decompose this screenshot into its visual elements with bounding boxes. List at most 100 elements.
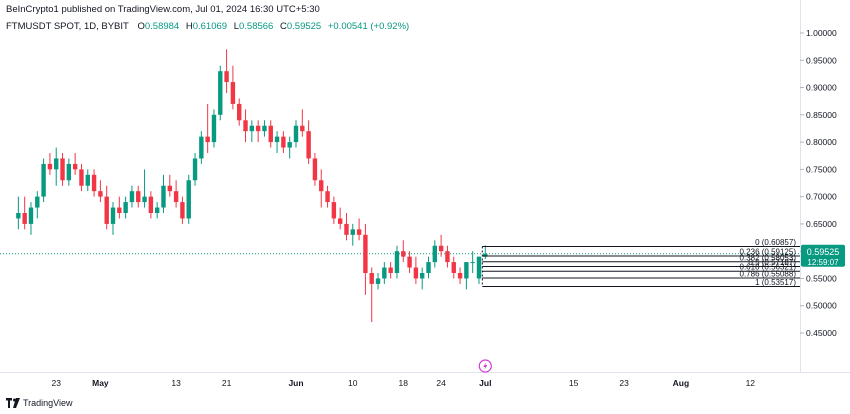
candle-body[interactable] — [161, 185, 166, 208]
candle-body[interactable] — [173, 191, 179, 203]
close-label: C — [279, 21, 287, 32]
candle-body[interactable] — [91, 174, 97, 192]
candle-body[interactable] — [337, 218, 343, 224]
candle-body[interactable] — [382, 267, 387, 279]
candle-body[interactable] — [142, 196, 147, 203]
high-label: H — [185, 21, 193, 32]
candle-body[interactable] — [230, 82, 236, 104]
candle-body[interactable] — [22, 213, 27, 224]
candle-body[interactable] — [438, 245, 444, 252]
candle-body[interactable] — [420, 273, 425, 279]
time-tick-label: Jul — [479, 378, 491, 388]
candle-body[interactable] — [192, 158, 198, 181]
symbol-label[interactable]: FTMUSDT SPOT, 1D, BYBIT — [6, 21, 129, 32]
time-tick-label: 13 — [171, 378, 181, 388]
candle-body[interactable] — [154, 207, 160, 213]
candle-body[interactable] — [28, 207, 34, 224]
candle-body[interactable] — [312, 158, 318, 181]
candle-body[interactable] — [47, 163, 53, 170]
time-tick-label: 24 — [436, 378, 446, 388]
candle-body[interactable] — [457, 273, 463, 279]
candle-body[interactable] — [287, 142, 292, 148]
candle-body[interactable] — [350, 229, 355, 235]
candle-body[interactable] — [224, 71, 229, 83]
candle-body[interactable] — [262, 125, 267, 132]
candle-body[interactable] — [401, 251, 406, 257]
candle-body[interactable] — [98, 191, 103, 197]
candle-body[interactable] — [331, 202, 337, 219]
candle-body[interactable] — [117, 207, 122, 213]
candle-body[interactable] — [211, 114, 217, 143]
candle-body[interactable] — [375, 278, 381, 284]
footer: TradingView — [6, 398, 73, 408]
candle-body[interactable] — [426, 262, 431, 273]
candle-body[interactable] — [54, 158, 59, 170]
high-value: 0.61069 — [192, 21, 228, 32]
time-tick-label: May — [92, 378, 109, 388]
time-tick-label: 23 — [619, 378, 629, 388]
time-tick-label: Aug — [673, 378, 690, 388]
candle-body[interactable] — [16, 213, 21, 219]
candle-body[interactable] — [470, 262, 475, 264]
candle-body[interactable] — [268, 125, 273, 143]
candle-body[interactable] — [293, 125, 299, 143]
candle-body[interactable] — [483, 253, 488, 257]
candle-body[interactable] — [274, 136, 280, 143]
candle-body[interactable] — [41, 163, 46, 197]
candle-body[interactable] — [451, 262, 456, 273]
candle-body[interactable] — [394, 251, 400, 273]
candle-body[interactable] — [110, 207, 116, 224]
candle-body[interactable] — [79, 169, 84, 186]
fib-level-label: 0.5 (0.57187) — [748, 258, 796, 267]
candle-body[interactable] — [205, 136, 210, 143]
candle-body[interactable] — [300, 125, 305, 132]
candle-body[interactable] — [306, 131, 311, 159]
candle-body[interactable] — [407, 256, 412, 268]
candle-body[interactable] — [104, 196, 109, 224]
open-value: 0.58984 — [144, 21, 180, 32]
candle-body[interactable] — [249, 125, 255, 132]
candle-body[interactable] — [85, 174, 90, 186]
candle-body[interactable] — [464, 262, 469, 279]
candle-body[interactable] — [356, 229, 362, 235]
price-tick-label: 0.75000 — [806, 164, 837, 174]
candle-body[interactable] — [199, 136, 204, 159]
candle-body[interactable] — [445, 251, 450, 263]
candle-body[interactable] — [186, 180, 191, 219]
price-tick-label: 0.90000 — [806, 83, 837, 93]
candle-body[interactable] — [167, 185, 172, 192]
time-tick-label: 10 — [348, 378, 358, 388]
candle-body[interactable] — [218, 71, 223, 115]
candle-body[interactable] — [432, 245, 438, 263]
candle-body[interactable] — [319, 180, 324, 192]
candle-body[interactable] — [281, 136, 286, 148]
candle-body[interactable] — [148, 196, 154, 213]
change-value: +0.00541 (+0.92%) — [327, 21, 410, 32]
candle-body[interactable] — [369, 273, 374, 284]
candle-body[interactable] — [237, 103, 242, 121]
candle-body[interactable] — [476, 256, 482, 279]
price-tick-label: 0.65000 — [806, 219, 837, 229]
candle-body[interactable] — [123, 202, 128, 213]
candle-body[interactable] — [325, 191, 330, 203]
last-price-value: 0.59525 — [807, 247, 840, 257]
candle-body[interactable] — [180, 202, 185, 219]
candle-body[interactable] — [72, 163, 78, 170]
tradingview-brand[interactable]: TradingView — [23, 398, 73, 408]
candle-body[interactable] — [243, 120, 248, 132]
time-tick-label: 12 — [746, 378, 756, 388]
time-tick-label: 15 — [569, 378, 579, 388]
price-tick-label: 0.55000 — [806, 273, 837, 283]
candle-body[interactable] — [129, 191, 135, 203]
lightning-glyph — [483, 362, 488, 370]
candle-body[interactable] — [35, 196, 40, 208]
candle-body[interactable] — [363, 234, 368, 273]
candle-body[interactable] — [66, 163, 72, 181]
candle-body[interactable] — [344, 223, 349, 235]
candle-body[interactable] — [388, 267, 393, 273]
candle-body[interactable] — [60, 158, 65, 181]
candle-body[interactable] — [136, 191, 141, 203]
candle-body[interactable] — [413, 267, 419, 279]
candle-body[interactable] — [255, 125, 261, 132]
